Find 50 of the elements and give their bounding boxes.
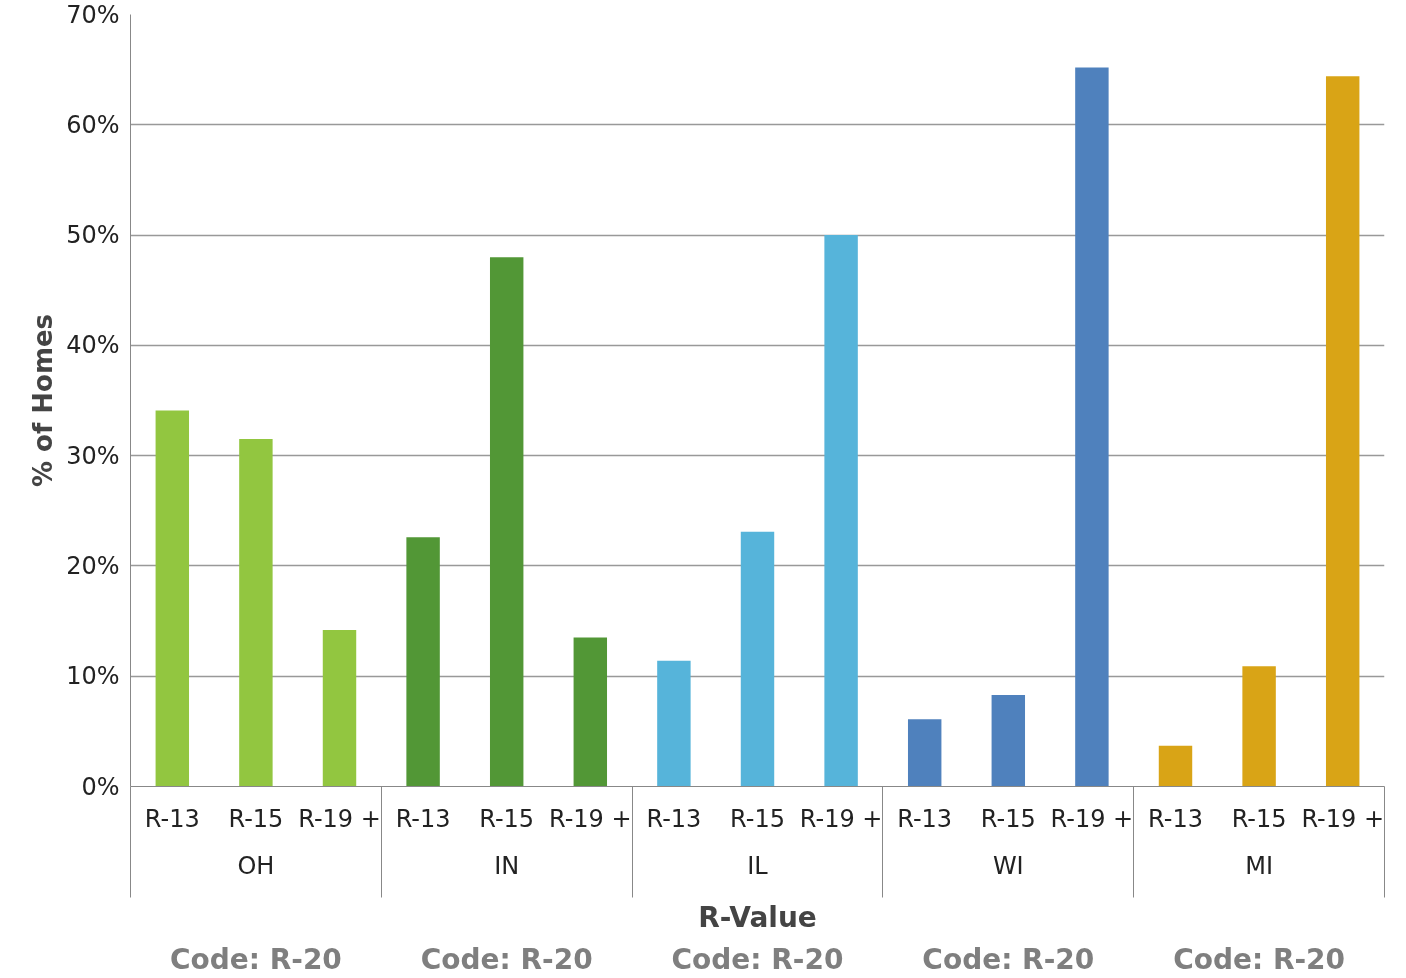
x-tick-label: R-15 [730,804,785,833]
x-tick-label: R-19 + [1301,804,1385,833]
text: Code: R-20 [420,942,593,976]
y-tick-label: 50% [66,221,120,250]
y-tick-label: 30% [66,441,120,470]
y-tick-label: 10% [66,662,120,691]
y-tick-label: 70% [66,0,120,29]
bar [239,439,273,787]
bar [824,235,858,787]
text: OH [237,851,275,880]
x-tick-label: R-13 [646,804,702,833]
bar [406,537,440,787]
x-tick-label: R-13 [1148,804,1203,833]
bar [991,694,1026,787]
bar [1325,76,1360,787]
bar [489,257,524,787]
text: WI [992,851,1024,880]
y-tick-label: 20% [66,551,120,580]
x-tick-label: R-19 + [1050,804,1134,833]
text: MI [1245,851,1273,880]
x-axis-title: R-Value [698,900,817,934]
x-tick-label: R-13 [395,804,451,833]
text: IL [747,851,769,880]
x-tick-label: R-15 [479,804,535,833]
y-tick-label: 60% [66,110,120,139]
text: Code: R-20 [671,942,844,976]
x-tick-label: R-19 + [548,804,632,833]
x-tick-label: R-15 [1231,804,1287,833]
bar [907,719,942,787]
text: Code: R-20 [1173,942,1346,976]
bar [1158,745,1193,787]
bar [657,660,691,787]
x-tick-label: R-13 [897,804,953,833]
x-tick-label: R-15 [980,804,1036,833]
bar [322,629,357,787]
x-tick-label: R-15 [228,804,284,833]
bar [155,410,190,787]
x-tick-label: R-19 + [298,804,381,833]
x-tick-label: R-19 + [799,804,883,833]
text: IN [494,851,520,880]
y-tick-label: 0% [81,772,120,801]
bar [1242,666,1276,787]
y-axis-title: % of Homes [28,313,59,488]
x-tick-label: R-13 [144,804,200,833]
text: Code: R-20 [922,942,1095,976]
bar [1075,67,1109,787]
y-tick-label: 40% [66,331,120,360]
text: Code: R-20 [169,942,342,976]
bar [740,531,775,787]
bar [573,637,608,787]
